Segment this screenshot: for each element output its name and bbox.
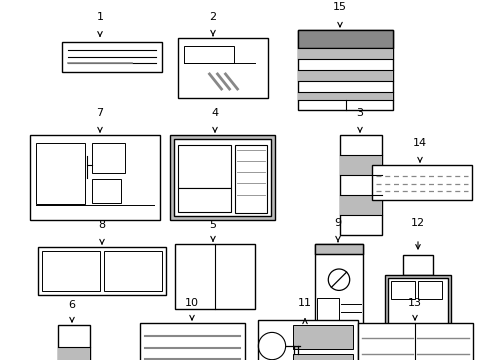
Bar xyxy=(390,281,414,299)
Bar xyxy=(92,179,121,203)
Text: 14: 14 xyxy=(412,138,426,148)
Bar xyxy=(58,347,90,360)
Text: 4: 4 xyxy=(211,108,218,118)
Text: 7: 7 xyxy=(96,108,103,118)
Text: 12: 12 xyxy=(410,218,424,228)
Bar xyxy=(42,251,100,291)
Bar xyxy=(292,354,352,360)
Text: 6: 6 xyxy=(68,300,75,310)
Bar xyxy=(402,255,432,275)
Text: 13: 13 xyxy=(407,298,421,308)
Bar xyxy=(297,30,392,110)
Bar xyxy=(384,275,450,327)
Bar xyxy=(140,323,244,360)
Bar xyxy=(258,320,357,360)
Bar xyxy=(30,135,160,220)
Bar xyxy=(92,143,124,173)
Text: 10: 10 xyxy=(184,298,199,308)
Text: 8: 8 xyxy=(98,220,105,230)
Text: 3: 3 xyxy=(356,108,363,118)
Text: 5: 5 xyxy=(209,220,216,230)
Text: 2: 2 xyxy=(209,12,216,22)
Bar xyxy=(183,46,233,63)
Bar xyxy=(371,165,471,200)
Bar xyxy=(235,145,266,213)
Bar xyxy=(174,139,270,216)
Bar xyxy=(38,247,165,295)
Bar xyxy=(339,135,381,235)
Bar xyxy=(297,70,392,81)
Bar xyxy=(178,188,230,211)
Bar xyxy=(316,298,338,321)
Bar xyxy=(104,251,162,291)
Bar xyxy=(36,143,85,204)
Bar xyxy=(178,38,267,98)
Text: 9: 9 xyxy=(334,218,341,228)
Text: 15: 15 xyxy=(332,2,346,12)
Bar xyxy=(314,244,362,329)
Text: 11: 11 xyxy=(297,298,311,308)
Bar xyxy=(339,155,381,175)
Bar xyxy=(297,30,392,48)
Bar xyxy=(292,325,352,348)
Bar xyxy=(170,135,274,220)
Bar xyxy=(297,93,392,100)
Bar xyxy=(357,323,472,360)
Bar xyxy=(62,42,162,72)
Bar xyxy=(175,244,254,309)
Bar xyxy=(339,195,381,215)
Bar xyxy=(58,325,90,360)
Bar xyxy=(178,145,230,188)
Bar xyxy=(314,244,362,254)
Text: 1: 1 xyxy=(96,12,103,22)
Bar xyxy=(297,48,392,59)
Bar xyxy=(387,278,447,324)
Bar xyxy=(417,281,441,299)
